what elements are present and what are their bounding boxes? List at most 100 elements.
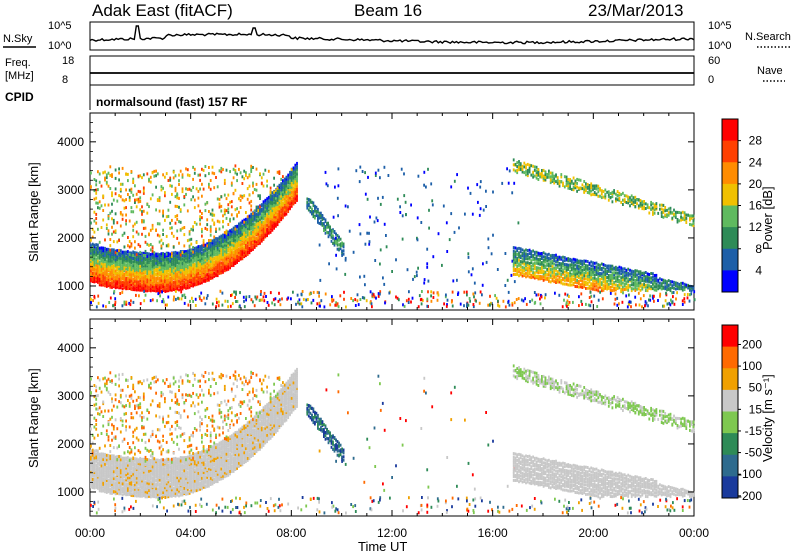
range-cell	[164, 258, 166, 262]
range-cell	[190, 237, 193, 241]
range-cell	[241, 242, 244, 246]
range-cell	[179, 228, 182, 232]
range-cell	[171, 251, 173, 255]
range-cell	[227, 235, 230, 239]
range-cell	[563, 256, 566, 260]
range-cell	[555, 281, 557, 284]
range-cell	[105, 173, 108, 177]
range-cell	[253, 209, 256, 213]
range-cell	[260, 290, 262, 293]
range-cell	[102, 400, 105, 404]
range-cell	[211, 243, 214, 247]
range-cell	[248, 218, 251, 222]
range-cell	[647, 304, 649, 308]
range-cell	[119, 182, 122, 186]
range-cell	[111, 283, 113, 287]
range-cell	[664, 285, 667, 289]
range-cell	[123, 206, 126, 210]
range-cell	[581, 187, 584, 191]
range-cell	[537, 253, 540, 257]
range-cell	[565, 268, 568, 272]
range-cell	[290, 172, 293, 176]
range-cell	[100, 432, 103, 435]
range-cell	[203, 296, 205, 300]
range-cell	[162, 285, 164, 288]
range-cell	[155, 286, 157, 290]
range-cell	[104, 452, 106, 456]
range-cell	[98, 279, 101, 282]
range-cell	[250, 223, 253, 227]
range-cell	[276, 212, 279, 216]
range-cell	[201, 216, 203, 220]
range-cell	[592, 264, 594, 268]
range-cell	[104, 473, 106, 477]
range-cell	[98, 248, 101, 252]
range-cell	[307, 208, 310, 212]
range-cell	[218, 202, 221, 206]
range-cell	[221, 291, 224, 295]
range-cell	[135, 230, 138, 234]
range-cell	[262, 202, 265, 206]
range-cell	[604, 278, 607, 282]
range-cell	[223, 239, 226, 243]
range-cell	[219, 289, 222, 293]
range-cell	[660, 207, 663, 211]
range-cell	[467, 255, 470, 259]
range-cell	[253, 224, 256, 228]
range-cell	[130, 270, 133, 274]
range-cell	[209, 233, 212, 237]
range-cell	[546, 267, 549, 271]
range-cell	[637, 276, 640, 279]
range-cell	[260, 203, 263, 207]
range-cell	[258, 299, 261, 302]
range-cell	[510, 273, 513, 277]
range-cell	[568, 295, 570, 298]
range-cell	[245, 217, 247, 221]
range-cell	[158, 222, 161, 226]
range-cell	[128, 301, 131, 305]
range-cell	[116, 283, 119, 287]
range-cell	[246, 225, 249, 228]
range-cell	[97, 394, 99, 398]
range-cell	[248, 236, 251, 240]
range-cell	[158, 266, 161, 270]
range-cell	[590, 182, 593, 186]
range-cell	[680, 287, 682, 291]
range-cell	[518, 246, 520, 250]
range-cell	[155, 259, 157, 263]
range-cell	[153, 169, 156, 173]
range-cell	[556, 181, 559, 185]
range-cell	[686, 293, 689, 296]
range-cell	[593, 191, 596, 194]
range-cell	[211, 254, 214, 258]
range-cell	[636, 282, 638, 286]
range-cell	[97, 273, 99, 277]
range-cell	[199, 279, 201, 283]
range-cell	[350, 297, 353, 300]
range-cell	[118, 271, 120, 275]
range-cell	[597, 269, 600, 273]
range-cell	[229, 230, 231, 234]
range-cell	[194, 304, 197, 307]
range-cell	[211, 276, 214, 280]
range-cell	[178, 253, 180, 257]
range-cell	[151, 261, 154, 265]
range-cell	[282, 179, 284, 183]
range-cell	[246, 241, 249, 245]
range-cell	[558, 280, 561, 284]
range-cell	[625, 273, 628, 277]
range-cell	[292, 290, 294, 294]
range-cell	[273, 222, 275, 225]
range-cell	[178, 196, 180, 200]
range-cell	[300, 302, 303, 306]
range-cell	[111, 268, 113, 272]
range-cell	[609, 279, 612, 283]
range-cell	[197, 249, 200, 253]
range-cell	[238, 240, 240, 244]
range-cell	[572, 264, 575, 268]
range-cell	[241, 226, 244, 230]
range-cell	[229, 259, 231, 263]
range-cell	[90, 297, 92, 301]
range-cell	[279, 303, 282, 307]
range-cell	[118, 263, 120, 266]
